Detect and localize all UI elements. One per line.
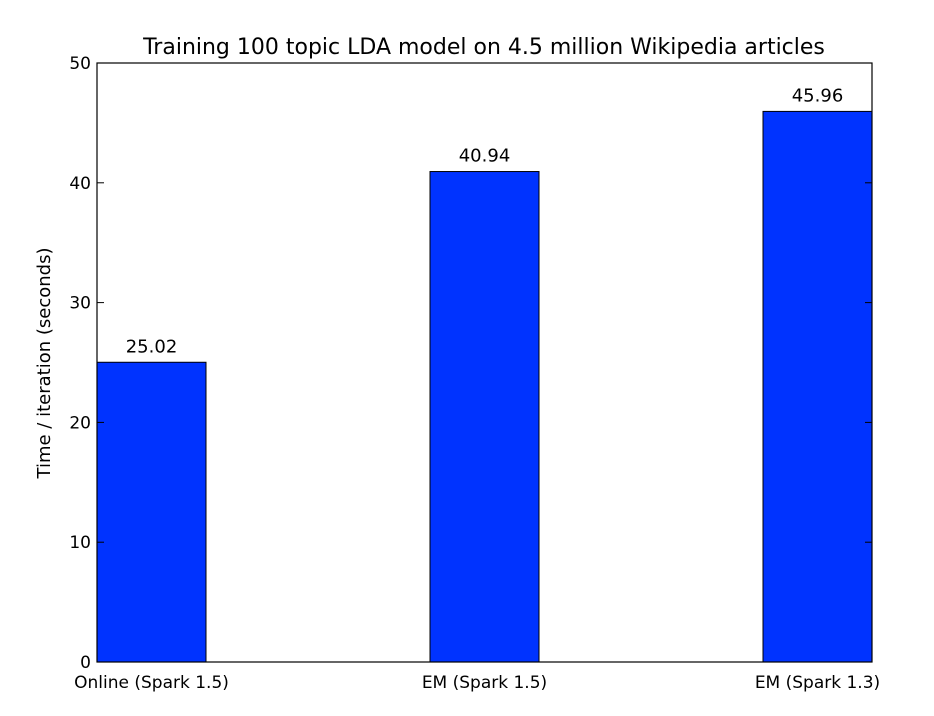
y-tick-label-2: 20 bbox=[69, 413, 91, 433]
data-label-2: 45.96 bbox=[792, 85, 844, 106]
bar-0 bbox=[96, 361, 207, 663]
x-tick-label-1: EM (Spark 1.5) bbox=[422, 673, 547, 693]
data-label-1: 40.94 bbox=[459, 146, 511, 167]
y-axis-label: Time / iteration (seconds) bbox=[34, 248, 55, 480]
x-tick-label-2: EM (Spark 1.3) bbox=[755, 673, 880, 693]
y-tick-label-5: 50 bbox=[69, 54, 91, 74]
y-ticks-group: 0 10 20 30 40 50 bbox=[69, 54, 872, 673]
data-labels-group: 25.02 40.94 45.96 bbox=[126, 85, 844, 357]
y-tick-label-4: 40 bbox=[69, 174, 91, 194]
y-tick-label-0: 0 bbox=[80, 653, 91, 673]
data-label-0: 25.02 bbox=[126, 336, 178, 357]
y-tick-label-1: 10 bbox=[69, 533, 91, 553]
chart-title: Training 100 topic LDA model on 4.5 mill… bbox=[142, 35, 825, 60]
y-tick-label-3: 30 bbox=[69, 294, 91, 314]
bar-2 bbox=[762, 110, 873, 663]
x-tick-label-0: Online (Spark 1.5) bbox=[74, 673, 229, 693]
x-ticks-group: Online (Spark 1.5) EM (Spark 1.5) EM (Spar… bbox=[74, 673, 880, 693]
plot-frame bbox=[96, 62, 873, 663]
bars-group bbox=[96, 110, 873, 663]
bar-1 bbox=[429, 171, 540, 663]
